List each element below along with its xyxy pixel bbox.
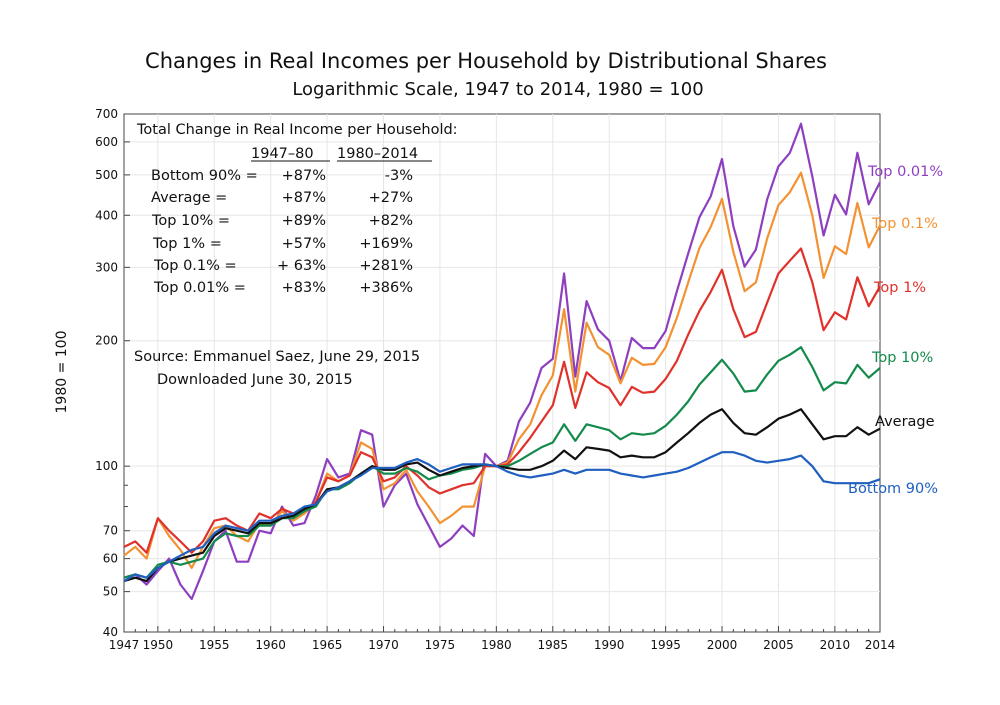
series-label-bottom-90-: Bottom 90% <box>848 481 938 497</box>
y-tick-label: 300 <box>95 260 118 274</box>
x-tick-label: 1975 <box>425 638 456 652</box>
source-note: Source: Emmanuel Saez, June 29, 2015 <box>134 349 420 365</box>
row-label: Average = <box>151 190 227 206</box>
row-label: Top 0.01% = <box>153 280 246 296</box>
row-label: Top 1% = <box>152 236 222 252</box>
x-tick-label: 2005 <box>763 638 794 652</box>
series-end-labels: Top 0.01% Top 0.1% Top 1% Top 10% Average Bot… <box>848 164 943 497</box>
x-tick-label: 1955 <box>199 638 230 652</box>
y-tick-label: 600 <box>95 135 118 149</box>
download-note: Downloaded June 30, 2015 <box>157 372 353 388</box>
y-tick-label: 400 <box>95 208 118 222</box>
annotation-box: Total Change in Real Income per Househol… <box>134 122 458 388</box>
row-col2: +281% <box>359 258 413 274</box>
x-tick-label: 2014 <box>865 638 896 652</box>
y-tick-label: 60 <box>103 552 118 566</box>
y-tick-label: 40 <box>103 625 118 639</box>
series-label-top-0-1-: Top 0.1% <box>871 216 938 232</box>
series-label-top-10-: Top 10% <box>871 350 933 366</box>
x-tick-label: 1985 <box>538 638 569 652</box>
row-col2: +82% <box>369 213 413 229</box>
row-col2: +169% <box>359 236 413 252</box>
row-label: Top 0.1% = <box>153 258 237 274</box>
x-tick-label: 1960 <box>255 638 286 652</box>
row-col2: -3% <box>385 168 413 184</box>
x-tick-label: 1947 <box>109 638 140 652</box>
row-col1: +87% <box>282 168 326 184</box>
annotation-col1-header: 1947–80 <box>251 146 314 162</box>
y-tick-label: 200 <box>95 334 118 348</box>
series-line-bottom-90- <box>123 451 881 583</box>
row-col1: +89% <box>282 213 326 229</box>
y-tick-label: 70 <box>103 524 118 538</box>
x-ticks: 1947 1950 1955 1960 1965 1970 1975 1980 1985 1990… <box>109 626 896 652</box>
chart-title: Changes in Real Incomes per Household by… <box>145 49 827 73</box>
x-tick-label: 2000 <box>707 638 738 652</box>
row-col1: +87% <box>282 190 326 206</box>
y-tick-label: 100 <box>95 459 118 473</box>
x-tick-label: 1950 <box>143 638 174 652</box>
x-tick-label: 1990 <box>594 638 625 652</box>
row-col2: +27% <box>369 190 413 206</box>
x-tick-label: 2010 <box>820 638 851 652</box>
row-label: Top 10% = <box>151 213 230 229</box>
y-tick-label: 700 <box>95 107 118 121</box>
y-axis-label: 1980 = 100 <box>54 331 70 414</box>
x-tick-label: 1965 <box>312 638 343 652</box>
row-col1: + 63% <box>277 258 326 274</box>
y-tick-label: 500 <box>95 168 118 182</box>
x-tick-label: 1995 <box>650 638 681 652</box>
annotation-col2-header: 1980–2014 <box>337 146 418 162</box>
series-label-average: Average <box>875 414 935 430</box>
gridlines <box>124 114 880 632</box>
row-col1: +83% <box>282 280 326 296</box>
series-lines <box>123 122 881 601</box>
row-col1: +57% <box>282 236 326 252</box>
chart-subtitle: Logarithmic Scale, 1947 to 2014, 1980 = … <box>292 79 703 100</box>
series-line-average <box>123 408 881 583</box>
plot-frame <box>123 113 881 633</box>
x-tick-label: 1970 <box>368 638 399 652</box>
annotation-title: Total Change in Real Income per Househol… <box>136 122 458 138</box>
x-tick-label: 1980 <box>481 638 512 652</box>
series-line-top-0-1- <box>123 171 881 570</box>
series-label-top-0-01-: Top 0.01% <box>867 164 943 180</box>
y-ticks: 40 50 60 70 100 200 300 400 500 600 700 <box>95 107 130 639</box>
y-tick-label: 50 <box>103 585 118 599</box>
row-col2: +386% <box>359 280 413 296</box>
series-label-top-1-: Top 1% <box>873 280 926 296</box>
row-label: Bottom 90% = <box>151 168 258 184</box>
